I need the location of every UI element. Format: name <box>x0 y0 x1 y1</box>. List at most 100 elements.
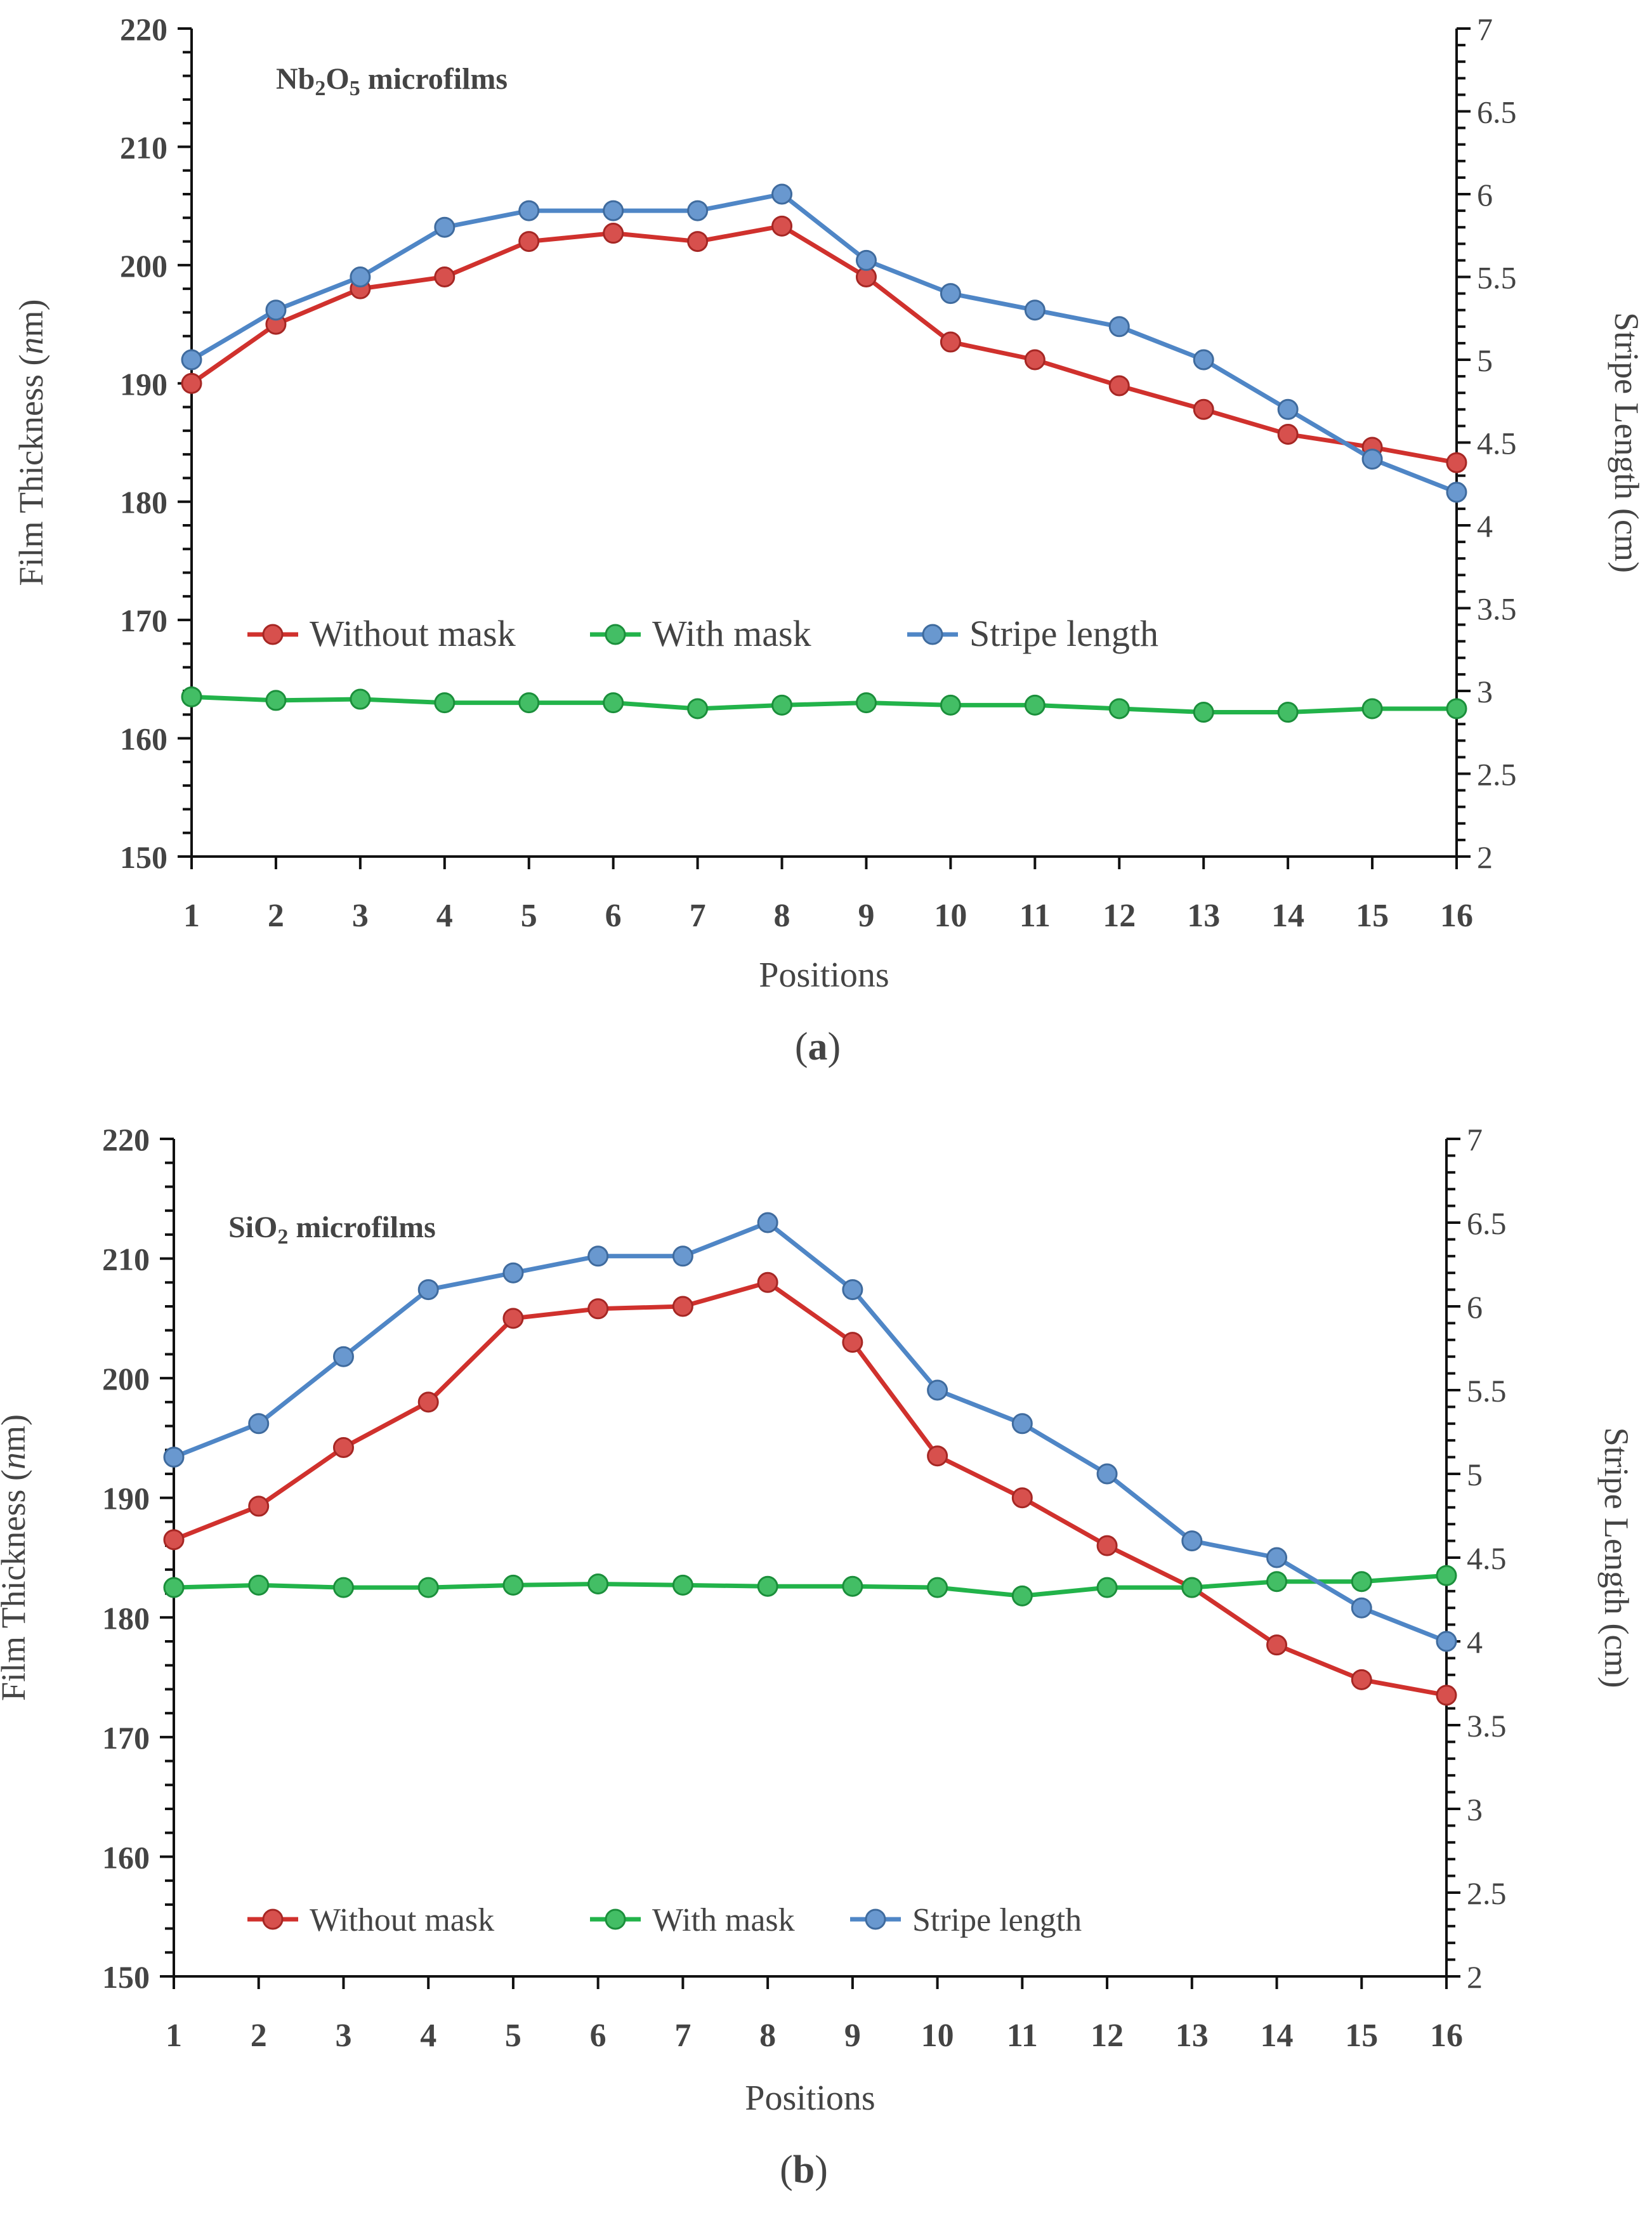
x-tick-label: 1 <box>166 2018 182 2054</box>
data-point-with-mask <box>927 1577 948 1598</box>
data-point-without-mask <box>1108 375 1130 397</box>
data-point-with-mask <box>502 1574 524 1596</box>
x-tick-label: 14 <box>1261 2018 1294 2054</box>
legend-swatch-marker-stripe-length <box>865 1908 886 1930</box>
y-tick-label: 180 <box>120 485 167 520</box>
panel-label-close: ) <box>828 1025 841 1068</box>
data-point-without-mask <box>417 1391 439 1413</box>
y-tick-label: 200 <box>120 248 167 284</box>
panel-label-open: ( <box>795 1025 808 1068</box>
annotation-subscript: 5 <box>350 77 360 100</box>
legend-label-without-mask: Without mask <box>310 613 516 654</box>
y-axis-title-prefix: Film Thickness ( <box>0 1469 32 1701</box>
annotation-subscript: 2 <box>315 77 325 100</box>
data-point-without-mask <box>1351 1669 1372 1690</box>
annotation-rest: microfilms <box>288 1211 435 1244</box>
y2-tick-label: 3.5 <box>1467 1708 1507 1744</box>
data-point-with-mask <box>771 694 793 716</box>
y2-tick-label: 5 <box>1477 343 1493 378</box>
data-point-without-mask <box>434 266 456 287</box>
data-point-with-mask <box>1436 1565 1457 1586</box>
data-point-with-mask <box>587 1573 609 1594</box>
y2-tick-label: 3 <box>1467 1792 1483 1827</box>
y-axis-title: Film Thickness (nm) <box>0 1414 32 1701</box>
data-point-without-mask <box>332 1437 354 1459</box>
data-point-stripe-length <box>265 299 287 321</box>
y-tick-label: 200 <box>102 1361 150 1396</box>
panel-label-letter: b <box>793 2148 815 2191</box>
series-line-stripe-length <box>190 192 1458 495</box>
annotation-mid: O <box>325 62 349 96</box>
data-point-with-mask <box>757 1575 778 1597</box>
x-tick-label: 3 <box>352 898 369 934</box>
data-point-with-mask <box>1024 694 1046 716</box>
data-point-stripe-length <box>927 1379 948 1401</box>
panel-label-letter: a <box>808 1025 828 1068</box>
data-point-with-mask <box>518 692 540 714</box>
x-tick-label: 5 <box>521 898 537 934</box>
legend-label-without-mask: Without mask <box>310 1902 494 1938</box>
y2-tick-label: 6 <box>1477 177 1493 213</box>
y-axis-title-suffix: m) <box>0 1414 32 1452</box>
y-tick-label: 190 <box>102 1481 150 1516</box>
y-axis-title-italic: n <box>12 337 50 354</box>
y2-tick-label: 5.5 <box>1467 1373 1507 1409</box>
x-tick-label: 8 <box>759 2018 776 2054</box>
data-point-stripe-length <box>248 1413 270 1435</box>
data-point-with-mask <box>181 686 202 707</box>
data-point-stripe-length <box>855 249 877 271</box>
data-point-with-mask <box>1277 702 1299 723</box>
series-line-with-mask <box>173 1573 1447 1598</box>
data-point-with-mask <box>940 694 961 716</box>
panel-label-open: ( <box>780 2148 793 2191</box>
data-point-stripe-length <box>1108 316 1130 338</box>
y2-tick-label: 3 <box>1477 674 1493 709</box>
data-point-stripe-length <box>1096 1463 1118 1485</box>
panel-label: (a) <box>795 1025 841 1068</box>
legend-label-with-mask: With mask <box>652 613 811 654</box>
data-point-with-mask <box>434 692 456 714</box>
x-tick-label: 13 <box>1187 898 1220 934</box>
data-point-without-mask <box>1024 349 1046 371</box>
y-tick-label: 220 <box>120 11 167 47</box>
data-point-without-mask <box>771 215 793 237</box>
y-axis-title-prefix: Film Thickness ( <box>12 354 50 586</box>
y-axis-title: Film Thickness (nm) <box>12 299 50 586</box>
legend-label-with-mask: With mask <box>652 1902 795 1938</box>
x-tick-label: 15 <box>1345 2018 1378 2054</box>
legend-swatch-marker-without-mask <box>262 624 284 645</box>
data-point-without-mask <box>940 331 961 353</box>
x-tick-label: 7 <box>690 898 706 934</box>
data-point-stripe-length <box>687 200 709 221</box>
x-tick-label: 1 <box>183 898 200 934</box>
x-tick-label: 9 <box>858 898 874 934</box>
data-point-without-mask <box>1193 398 1214 420</box>
y2-tick-label: 2 <box>1477 839 1493 875</box>
panel-label-close: ) <box>815 2148 828 2191</box>
data-point-stripe-length <box>1181 1530 1203 1552</box>
data-point-with-mask <box>417 1577 439 1598</box>
x-axis-title: Positions <box>759 956 889 995</box>
y-tick-label: 170 <box>120 603 167 638</box>
data-point-with-mask <box>1351 1571 1372 1593</box>
data-point-stripe-length <box>350 266 371 287</box>
y2-tick-label: 6 <box>1467 1289 1483 1325</box>
data-point-with-mask <box>265 690 287 711</box>
y2-tick-label: 3.5 <box>1477 591 1517 627</box>
chart-panel-b: 15016017018019020021022022.533.544.555.5… <box>0 1122 1636 2191</box>
x-tick-label: 2 <box>268 898 284 934</box>
data-point-stripe-length <box>1446 482 1467 503</box>
legend-swatch-marker-with-mask <box>605 624 626 645</box>
x-tick-label: 10 <box>921 2018 954 2054</box>
y2-axis-title: Stripe Length (cm) <box>1597 1428 1636 1688</box>
data-point-with-mask <box>1181 1577 1203 1598</box>
data-point-stripe-length <box>417 1279 439 1301</box>
data-point-without-mask <box>163 1529 185 1551</box>
data-point-with-mask <box>672 1574 693 1596</box>
y2-tick-label: 2.5 <box>1467 1876 1507 1911</box>
data-point-without-mask <box>687 231 709 253</box>
x-tick-label: 12 <box>1103 898 1136 934</box>
data-point-with-mask <box>332 1577 354 1598</box>
x-tick-label: 9 <box>844 2018 861 2054</box>
